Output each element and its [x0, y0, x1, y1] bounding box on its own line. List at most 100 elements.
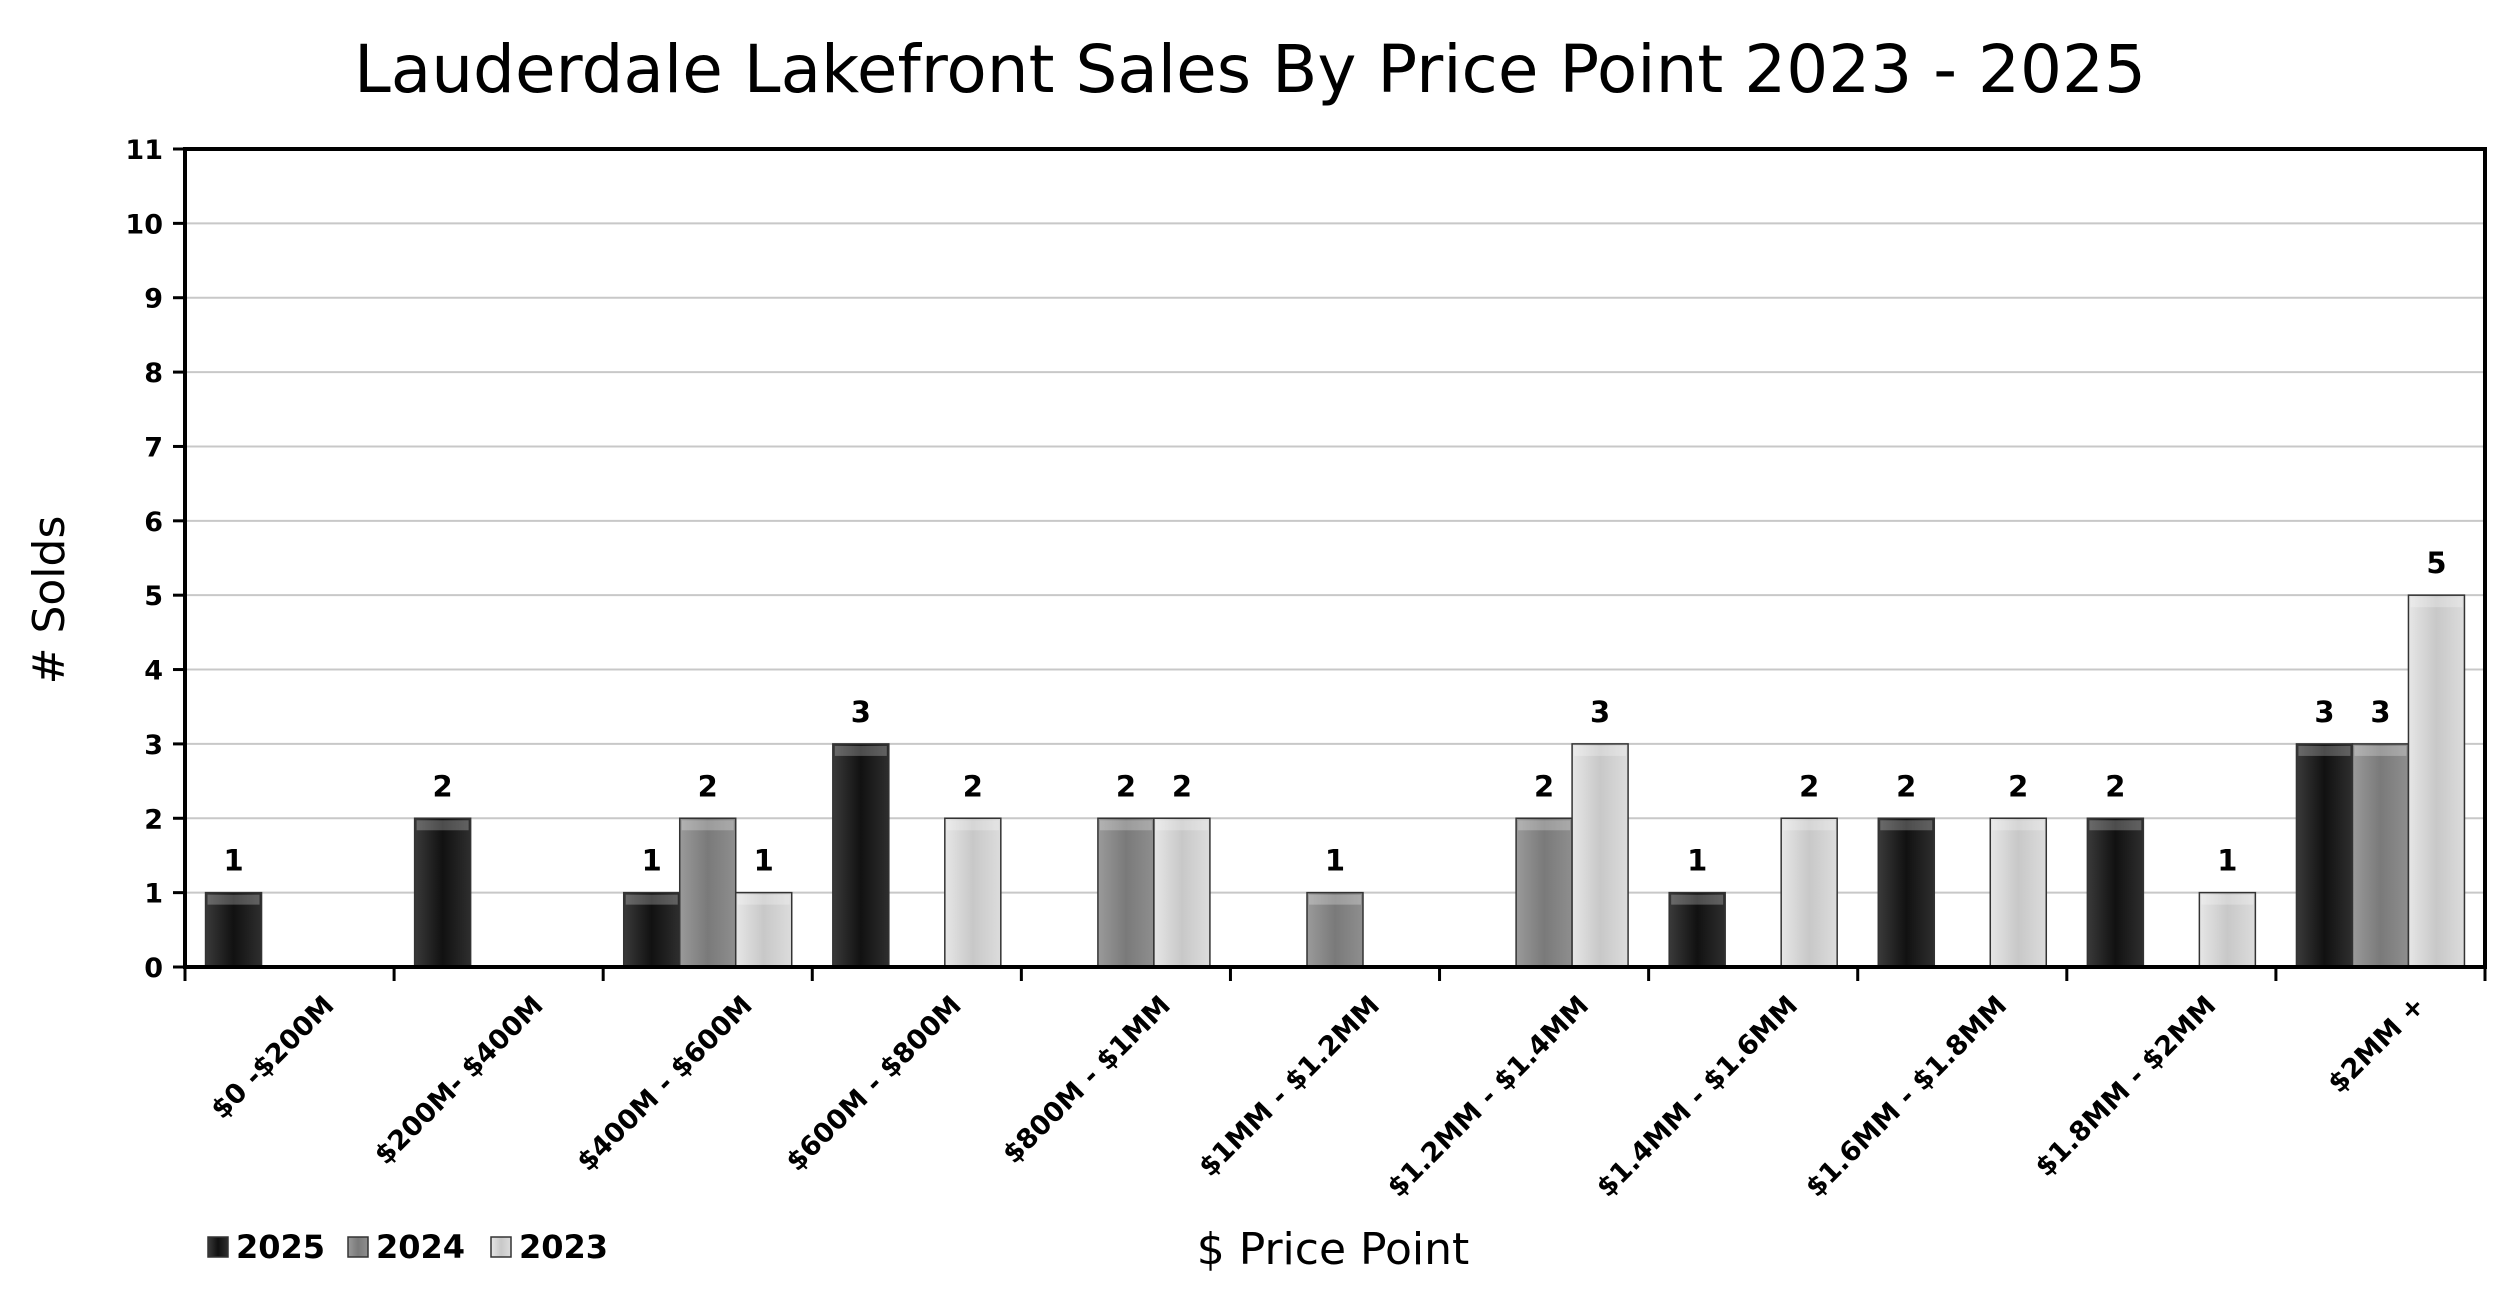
legend: 2025 2024 2023 — [207, 1228, 608, 1266]
chart-title: Lauderdale Lakefront Sales By Price Poin… — [354, 31, 2146, 108]
bar-2024 — [1306, 891, 1364, 968]
bar-2025 — [2295, 743, 2354, 968]
y-tick-label: 3 — [144, 730, 163, 761]
bar-bevel — [625, 894, 678, 905]
legend-label: 2023 — [519, 1228, 608, 1266]
bar-2025 — [413, 817, 472, 968]
bar-bevel — [416, 820, 469, 831]
bar-bevel — [1518, 820, 1571, 831]
bar-2025 — [2086, 817, 2145, 968]
bar-bevel — [2354, 745, 2407, 756]
data-label: 1 — [1325, 844, 1345, 878]
y-axis-ticks: 0 1 2 3 4 5 6 7 8 9 10 11 — [125, 135, 185, 984]
bar-2024 — [1097, 817, 1155, 968]
data-label: 2 — [1116, 769, 1136, 803]
data-label: 2 — [433, 769, 453, 803]
plot-area-frame — [183, 147, 2487, 969]
legend-label: 2024 — [376, 1228, 465, 1266]
x-tick-label: $600M - $800M — [780, 990, 967, 1177]
data-label: 5 — [2426, 546, 2446, 580]
bar-2023 — [1780, 817, 1838, 968]
bar-bevel — [2410, 597, 2463, 608]
y-tick-label: 7 — [144, 432, 163, 463]
x-tick-label: $0 -$200M — [205, 990, 340, 1125]
bar-bevel — [1099, 820, 1152, 831]
data-label: 3 — [851, 695, 871, 729]
bar-2024 — [678, 817, 737, 968]
legend-swatch-2025 — [207, 1236, 229, 1258]
x-axis-ticks: $0 -$200M $200M- $400M $400M - $600M $600M … — [183, 967, 2487, 1203]
bar-bevel — [2298, 745, 2351, 756]
data-label: 1 — [642, 844, 662, 878]
data-labels: 1 2 1 2 1 3 2 2 2 1 2 3 1 2 2 2 2 1 3 3 5 — [223, 546, 2446, 877]
gridlines — [185, 222, 2485, 894]
bar-2025 — [204, 891, 263, 968]
bar-bevel — [1783, 820, 1836, 831]
legend-label: 2025 — [236, 1228, 325, 1266]
y-axis-title: # Solds — [24, 516, 75, 685]
bar-bevel — [737, 894, 790, 905]
x-tick-label: $1.6MM - $1.8MM — [1800, 990, 2013, 1203]
bar-bevel — [2089, 820, 2142, 831]
y-tick-label: 10 — [125, 209, 163, 240]
bar-bevel — [1992, 820, 2045, 831]
y-tick-label: 1 — [144, 879, 163, 910]
x-tick-label: $2MM + — [2322, 990, 2431, 1099]
y-tick-label: 11 — [125, 135, 163, 166]
bar-bevel — [1880, 820, 1933, 831]
data-label: 2 — [2105, 769, 2125, 803]
data-label: 3 — [1590, 695, 1610, 729]
y-tick-label: 5 — [144, 581, 163, 612]
y-tick-label: 2 — [144, 804, 163, 835]
x-axis-title: $ Price Point — [1197, 1224, 1470, 1275]
data-label: 3 — [2314, 695, 2334, 729]
data-label: 1 — [754, 844, 774, 878]
bar-bevel — [1671, 894, 1724, 905]
bar-2025 — [1668, 891, 1726, 968]
bar-2023 — [2198, 891, 2257, 968]
x-tick-label: $400M - $600M — [571, 990, 758, 1177]
y-tick-label: 6 — [144, 507, 163, 538]
data-label: 2 — [963, 769, 983, 803]
data-label: 2 — [698, 769, 718, 803]
bar-bevel — [681, 820, 734, 831]
x-tick-label: $800M - $1MM — [997, 990, 1177, 1170]
bar-bevel — [834, 745, 887, 756]
x-tick-label: $200M- $400M — [369, 990, 550, 1171]
data-label: 3 — [2370, 695, 2390, 729]
data-label: 2 — [1172, 769, 1192, 803]
x-tick-label: $1.2MM - $1.4MM — [1382, 990, 1595, 1203]
data-label: 2 — [1799, 769, 1819, 803]
bar-2023 — [944, 817, 1002, 968]
data-label: 1 — [1687, 844, 1707, 878]
bar-2023 — [1989, 817, 2048, 968]
bar-2023 — [1571, 743, 1629, 968]
data-label: 1 — [2217, 844, 2237, 878]
bar-2023 — [1153, 817, 1211, 968]
bar-2024 — [2351, 743, 2410, 968]
data-label: 2 — [1534, 769, 1554, 803]
x-tick-label: $1.4MM - $1.6MM — [1591, 990, 1804, 1203]
bar-2025 — [1877, 817, 1936, 968]
bar-2025 — [832, 743, 890, 968]
y-tick-label: 9 — [144, 284, 163, 315]
legend-swatch-2024 — [347, 1236, 369, 1258]
legend-swatch-2023 — [490, 1236, 512, 1258]
bar-2024 — [1515, 817, 1573, 968]
bar-2025 — [622, 891, 681, 968]
data-label: 2 — [2008, 769, 2028, 803]
x-tick-label: $1.8MM - $2MM — [2030, 990, 2223, 1183]
bar-2023 — [2407, 594, 2466, 968]
bar-bevel — [1155, 820, 1208, 831]
bars — [204, 594, 2466, 968]
x-tick-label: $1MM - $1.2MM — [1193, 990, 1386, 1183]
bar-bevel — [1309, 894, 1361, 905]
bar-bevel — [207, 894, 260, 905]
bar-bevel — [2201, 894, 2254, 905]
data-label: 2 — [1896, 769, 1916, 803]
y-tick-label: 8 — [144, 358, 163, 389]
bar-bevel — [946, 820, 999, 831]
bar-bevel — [1574, 745, 1627, 756]
data-label: 1 — [223, 844, 243, 878]
